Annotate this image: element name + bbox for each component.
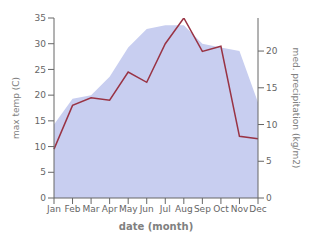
svg-text:Sep: Sep	[194, 204, 211, 214]
svg-text:30: 30	[35, 39, 47, 49]
svg-text:35: 35	[35, 13, 46, 23]
svg-text:0: 0	[266, 193, 272, 203]
svg-text:Jun: Jun	[139, 204, 154, 214]
svg-text:Nov: Nov	[231, 204, 249, 214]
svg-text:15: 15	[35, 116, 46, 126]
svg-text:Jul: Jul	[159, 204, 171, 214]
svg-text:15: 15	[266, 83, 277, 93]
svg-text:Dec: Dec	[249, 204, 266, 214]
svg-text:0: 0	[40, 193, 46, 203]
svg-text:5: 5	[266, 156, 272, 166]
svg-text:25: 25	[35, 65, 46, 75]
svg-text:May: May	[119, 204, 138, 214]
svg-text:date (month): date (month)	[119, 221, 193, 232]
svg-text:20: 20	[266, 46, 278, 56]
svg-text:med. precipitation (kg/m2): med. precipitation (kg/m2)	[291, 48, 301, 169]
svg-text:max temp (C): max temp (C)	[11, 77, 21, 139]
svg-text:5: 5	[40, 167, 46, 177]
svg-text:Aug: Aug	[175, 204, 193, 214]
svg-text:10: 10	[266, 120, 278, 130]
svg-text:Feb: Feb	[65, 204, 81, 214]
svg-text:Apr: Apr	[102, 204, 118, 214]
svg-text:Jan: Jan	[46, 204, 61, 214]
svg-text:Mar: Mar	[83, 204, 100, 214]
svg-text:Oct: Oct	[213, 204, 229, 214]
svg-text:20: 20	[35, 90, 47, 100]
svg-text:10: 10	[35, 142, 47, 152]
